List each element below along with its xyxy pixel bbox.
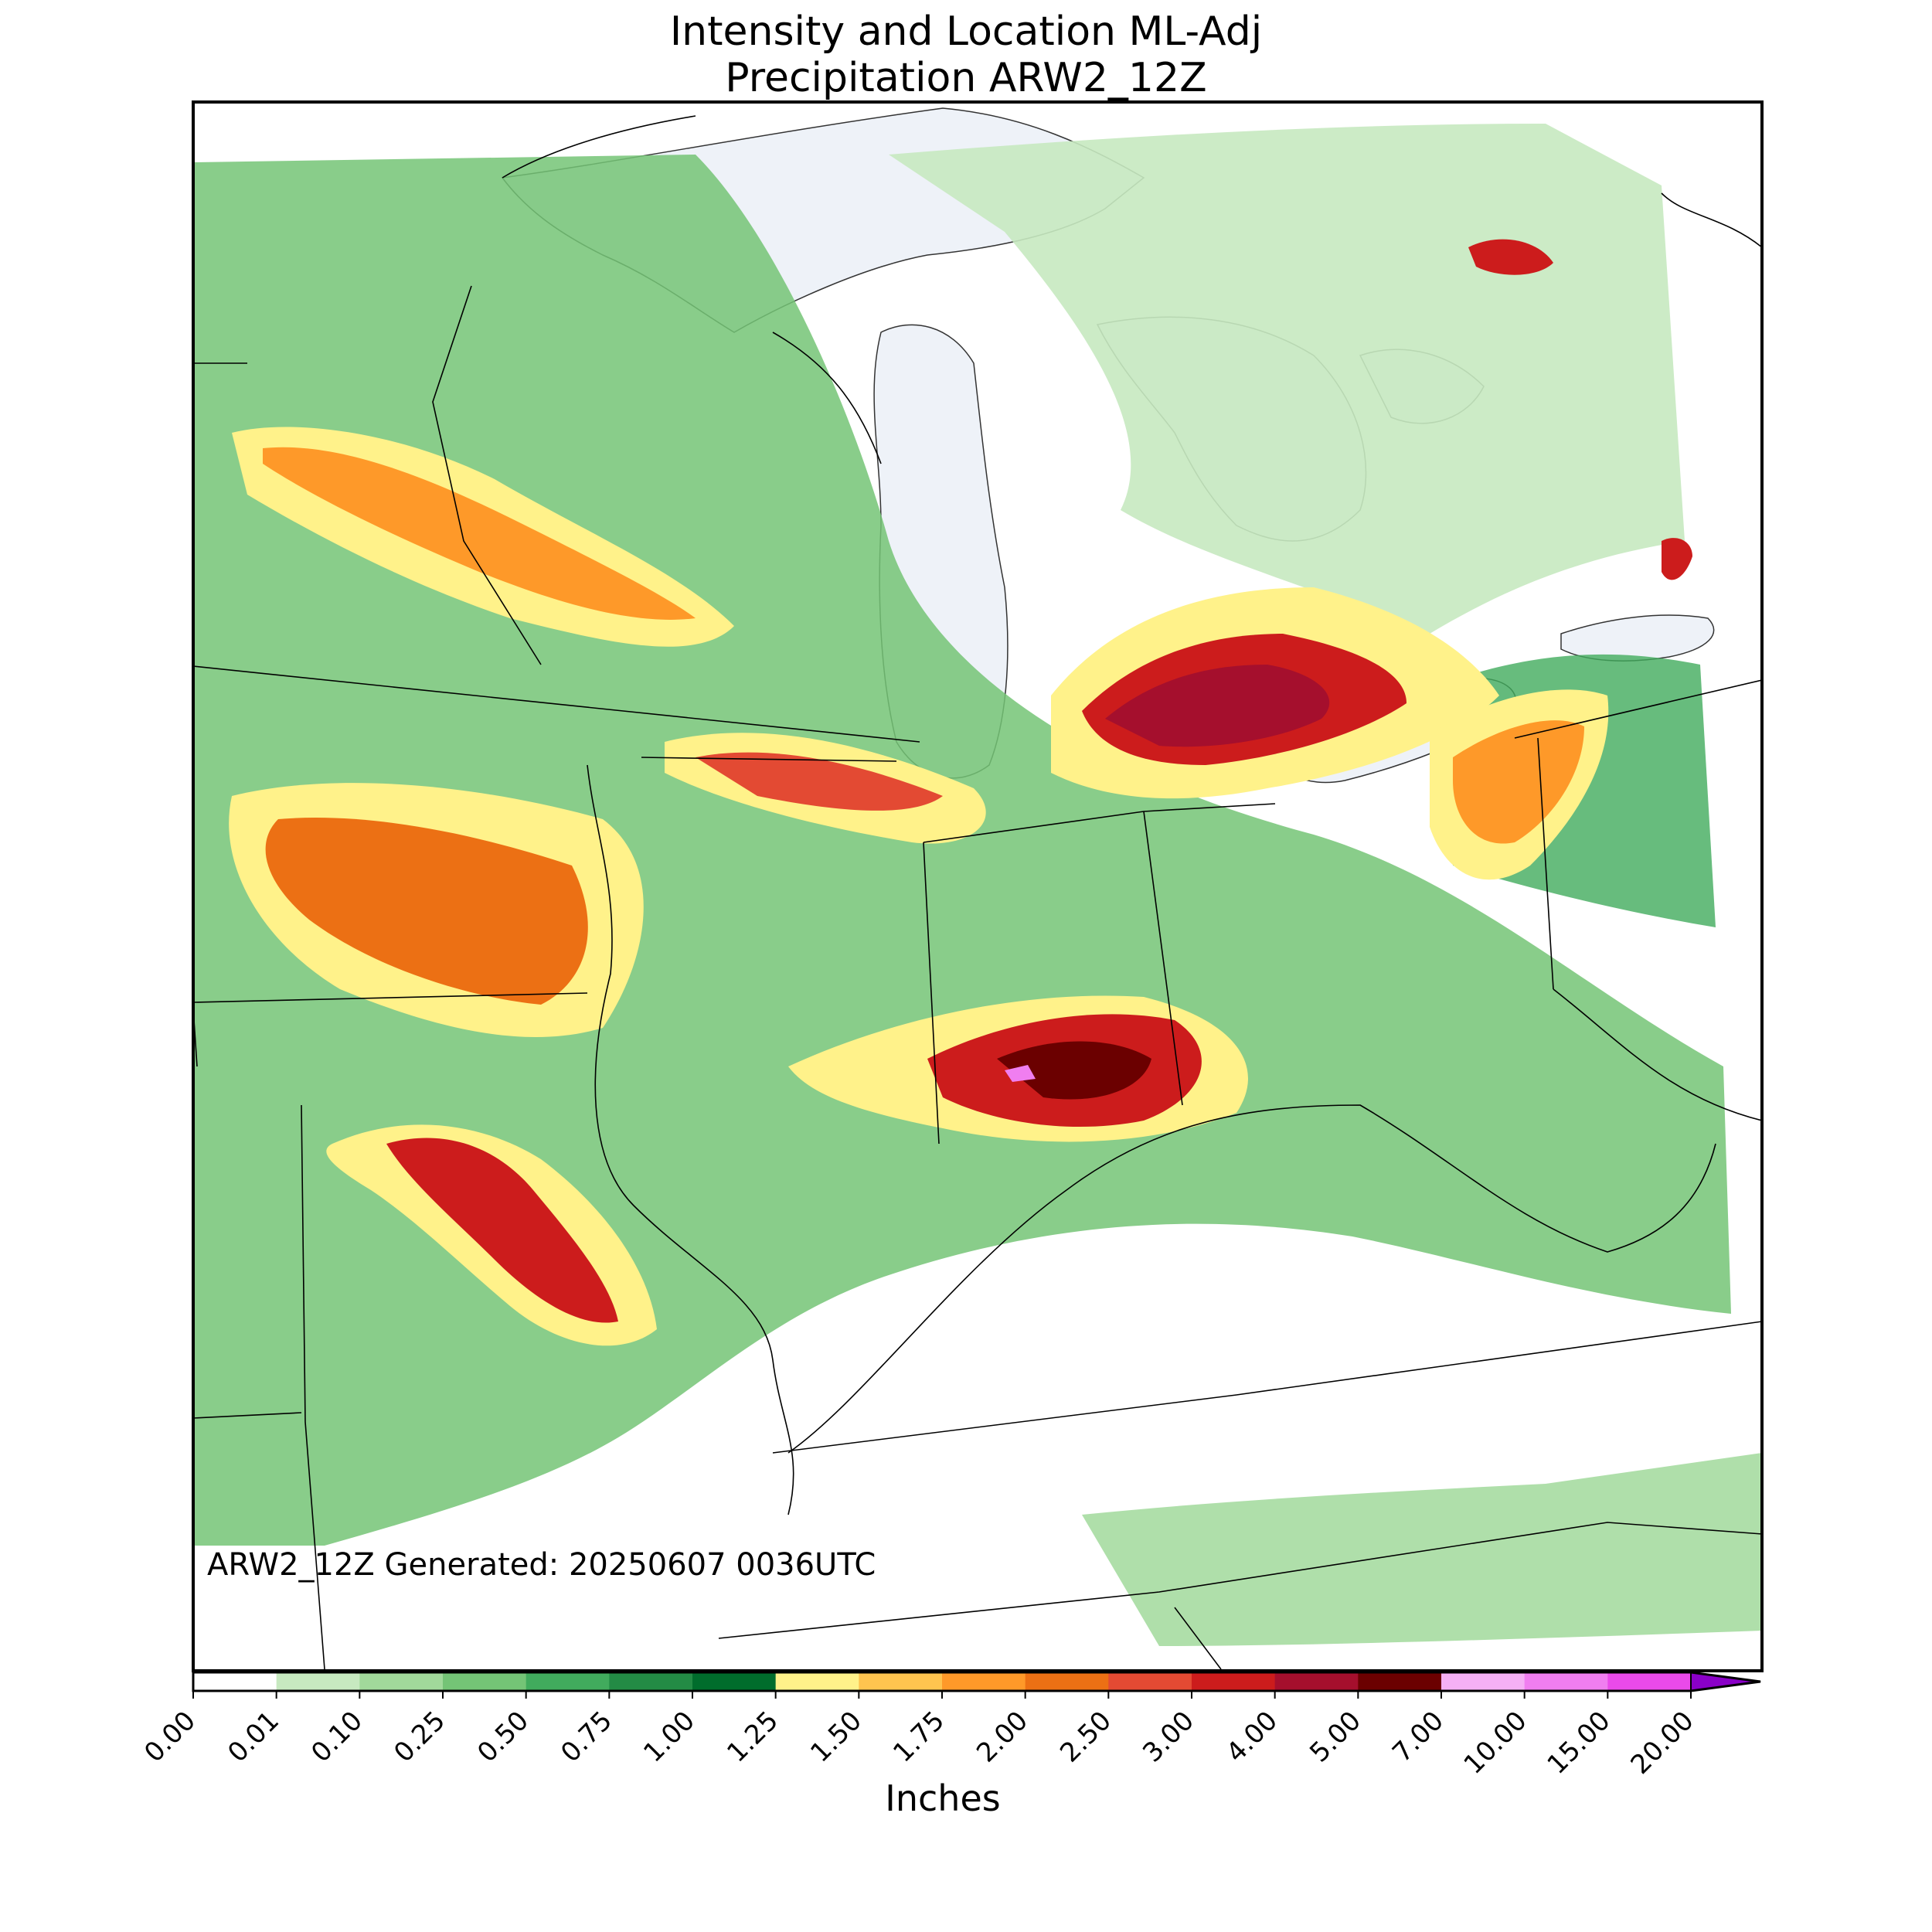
precip-red-ontario-east [1662, 538, 1692, 580]
colorbar-box [775, 1672, 859, 1691]
border-mi-in-oh [923, 803, 1276, 843]
precip-swath-green-se [1082, 1453, 1762, 1646]
border-ky-tn [772, 1321, 1762, 1454]
precipitation-field [193, 124, 1762, 1646]
colorbar-outline [192, 1671, 1761, 1692]
colorbar-label: Inches [885, 1777, 1001, 1819]
border-ia-mo [193, 992, 588, 1003]
river-ohio [787, 1104, 1716, 1454]
colorbar-box [1441, 1672, 1526, 1691]
colorbar-box [1274, 1672, 1359, 1691]
border-wi-il [641, 757, 897, 762]
precip-red-ontario [1468, 239, 1553, 275]
colorbar-box [1192, 1672, 1276, 1691]
border-ks-mo [301, 1104, 306, 1423]
colorbar-box [1607, 1672, 1692, 1691]
state-borders [193, 115, 1762, 1670]
colorbar-extend-arrow [1690, 1671, 1761, 1692]
map-frame [192, 100, 1764, 1672]
border-mn-wi [432, 285, 542, 665]
border-wi-mi-up [772, 332, 882, 464]
map-content [193, 102, 1762, 1671]
border-va-wv [1553, 988, 1762, 1121]
border-in-oh [1143, 811, 1183, 1106]
precip-orange-oh [1453, 720, 1584, 844]
colorbar-box [276, 1672, 360, 1691]
border-canada [502, 115, 696, 179]
precip-orange-mn [263, 447, 696, 620]
precip-orange-ia [265, 818, 588, 1005]
border-ok [304, 1421, 325, 1670]
precip-darkred-mi [1105, 665, 1330, 747]
colorbar-box [1524, 1672, 1608, 1691]
map-title-line-1: Intensity and Location ML-Adj [669, 9, 1263, 55]
precip-orange-il [696, 752, 943, 811]
border-oh-pa [1537, 737, 1554, 990]
colorbar-box [1358, 1672, 1442, 1691]
border-ny-pa [1514, 679, 1762, 739]
border-il-in [923, 842, 940, 1145]
colorbar-box [692, 1672, 777, 1691]
river-mississippi [587, 764, 794, 1515]
border-ontario-quebec [1661, 192, 1762, 248]
colorbar-box [359, 1672, 444, 1691]
colorbar-box [859, 1672, 943, 1691]
precip-pink-in [1005, 1065, 1036, 1082]
map-title-line-2: Precipitation ARW2_12Z [725, 55, 1207, 101]
colorbar-box [609, 1672, 693, 1691]
colorbar-box [443, 1672, 527, 1691]
colorbar-box [1108, 1672, 1192, 1691]
colorbar-box [193, 1672, 277, 1691]
border-nc-sc [1174, 1607, 1222, 1670]
precip-red-mo [386, 1138, 618, 1323]
colorbar [192, 1671, 1761, 1699]
precip-darkred-in [997, 1041, 1151, 1100]
generated-stamp: ARW2_12Z Generated: 20250607 0036UTC [207, 1547, 876, 1583]
border-mn-ia [193, 665, 920, 743]
colorbar-box [942, 1672, 1026, 1691]
colorbar-box [1025, 1672, 1109, 1691]
colorbar-box [526, 1672, 610, 1691]
border-mo-ar [193, 1412, 302, 1419]
border-tn-south [718, 1522, 1762, 1639]
